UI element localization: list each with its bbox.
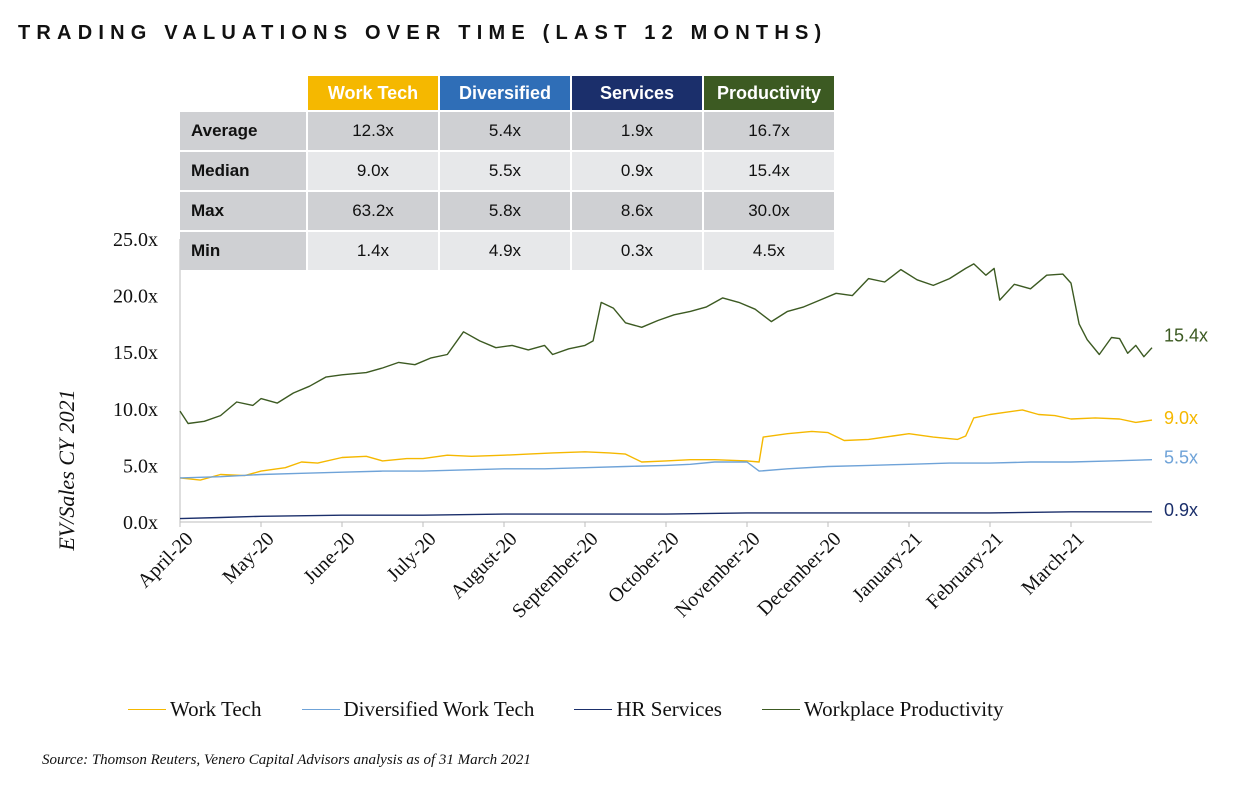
x-tick-label: January-21: [848, 528, 926, 606]
stats-row-min: Min 1.4x 4.9x 0.3x 4.5x: [180, 232, 834, 270]
stats-cell: 1.9x: [572, 112, 702, 150]
stats-cell: 1.4x: [308, 232, 438, 270]
stats-cell: 5.5x: [440, 152, 570, 190]
y-tick-label: 10.0x: [113, 399, 158, 421]
stats-cell: 4.5x: [704, 232, 834, 270]
stats-cell: 5.4x: [440, 112, 570, 150]
stats-header-diversified: Diversified: [440, 76, 570, 110]
stats-cell: 4.9x: [440, 232, 570, 270]
series-line-1: [179, 459, 1153, 479]
legend-item-diversified-work-tech: Diversified Work Tech: [301, 697, 535, 722]
stats-cell: 63.2x: [308, 192, 438, 230]
y-axis-label: EV/Sales CY 2021: [54, 389, 79, 551]
legend-swatch: [301, 709, 340, 710]
legend-label: HR Services: [616, 697, 722, 721]
y-tick-label: 0.0x: [123, 512, 158, 534]
x-tick-label: July-20: [383, 528, 441, 586]
stats-row-label: Min: [180, 232, 306, 270]
legend-label: Workplace Productivity: [803, 697, 1004, 721]
chart-title: TRADING VALUATIONS OVER TIME (LAST 12 MO…: [18, 22, 828, 44]
x-tick-label: March-21: [1017, 528, 1088, 599]
stats-row-label: Average: [180, 112, 306, 150]
y-tick-label: 15.0x: [113, 342, 158, 364]
x-tick-label: June-20: [299, 528, 359, 588]
stats-cell: 16.7x: [704, 112, 834, 150]
stats-cell: 12.3x: [308, 112, 438, 150]
x-tick-label: April-20: [133, 528, 197, 592]
stats-row-median: Median 9.0x 5.5x 0.9x 15.4x: [180, 152, 834, 190]
legend-swatch: [761, 709, 800, 710]
legend-item-workplace-productivity: Workplace Productivity: [761, 697, 1004, 722]
stats-header-work-tech: Work Tech: [308, 76, 438, 110]
series-line-2: [179, 511, 1152, 520]
stats-cell: 8.6x: [572, 192, 702, 230]
stats-row-average: Average 12.3x 5.4x 1.9x 16.7x: [180, 112, 834, 150]
source-note: Source: Thomson Reuters, Venero Capital …: [42, 752, 531, 768]
stats-cell: 9.0x: [308, 152, 438, 190]
legend-swatch: [574, 709, 613, 710]
series-line-3: [179, 263, 1153, 425]
legend-label: Work Tech: [170, 697, 262, 721]
stats-header-productivity: Productivity: [704, 76, 834, 110]
series-end-label: 0.9x: [1164, 500, 1198, 520]
stats-header-services: Services: [572, 76, 702, 110]
legend-item-hr-services: HR Services: [574, 697, 722, 722]
x-tick-label: May-20: [218, 528, 278, 588]
y-tick-label: 20.0x: [113, 286, 158, 308]
series-end-label: 15.4x: [1164, 326, 1208, 346]
stats-cell: 30.0x: [704, 192, 834, 230]
stats-cell: 0.9x: [572, 152, 702, 190]
series-end-label: 9.0x: [1164, 408, 1198, 428]
x-tick-label: December-20: [753, 528, 845, 620]
x-tick-label: August-20: [446, 528, 521, 603]
x-tick-label: February-21: [922, 528, 1007, 613]
stats-cell: 0.3x: [572, 232, 702, 270]
legend-label: Diversified Work Tech: [343, 697, 535, 721]
stats-row-label: Max: [180, 192, 306, 230]
line-chart: 0.0x 5.0x 10.0x 15.0x 20.0x 25.0x April-20 May-…: [54, 229, 1208, 623]
stats-cell: 5.8x: [440, 192, 570, 230]
legend-swatch: [128, 709, 166, 710]
x-tick-label: October-20: [604, 528, 684, 608]
y-tick-label: 5.0x: [123, 455, 158, 477]
series-line-0: [179, 409, 1153, 481]
series-end-label: 5.5x: [1164, 448, 1198, 468]
legend-item-work-tech: Work Tech: [128, 697, 262, 722]
x-tick-label: September-20: [508, 528, 603, 623]
stats-row-max: Max 63.2x 5.8x 8.6x 30.0x: [180, 192, 834, 230]
stats-header-row: Work Tech Diversified Services Productiv…: [180, 76, 834, 110]
valuation-stats-table: Work Tech Diversified Services Productiv…: [178, 74, 836, 272]
y-tick-label: 25.0x: [113, 229, 158, 251]
x-tick-label: November-20: [671, 528, 765, 622]
chart-legend: Work Tech Diversified Work Tech HR Servi…: [128, 697, 1003, 722]
stats-cell: 15.4x: [704, 152, 834, 190]
stats-row-label: Median: [180, 152, 306, 190]
stats-corner-cell: [180, 76, 306, 110]
